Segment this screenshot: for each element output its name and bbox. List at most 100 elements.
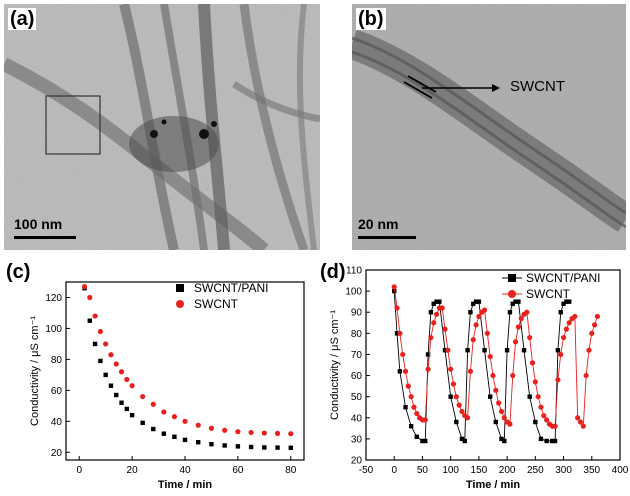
data-point <box>515 324 521 330</box>
data-point <box>521 348 527 353</box>
tem-image-a: (a) 100 nm <box>4 4 320 250</box>
data-point <box>493 419 499 425</box>
data-point <box>532 379 538 385</box>
data-point <box>558 310 563 315</box>
data-point <box>564 299 569 304</box>
data-point <box>129 412 135 418</box>
data-point <box>103 341 109 347</box>
data-point <box>445 347 451 353</box>
y-tick-label: 100 <box>345 287 362 298</box>
data-point <box>541 413 547 419</box>
data-point <box>524 309 530 315</box>
x-tick-label: 20 <box>127 465 139 476</box>
data-point <box>261 430 267 436</box>
data-point <box>544 417 550 423</box>
data-point <box>552 423 558 429</box>
data-point <box>161 431 167 436</box>
data-point <box>394 331 400 336</box>
y-tick-label: 60 <box>351 371 363 382</box>
legend-marker <box>508 290 516 298</box>
data-point <box>533 419 538 425</box>
x-axis-label: Time / min <box>158 479 212 491</box>
data-point <box>510 301 515 306</box>
data-point <box>580 423 586 429</box>
data-point <box>98 358 103 364</box>
y-tick-label: 100 <box>45 324 62 335</box>
data-point <box>420 438 425 444</box>
data-point <box>437 299 442 304</box>
data-point <box>182 418 188 424</box>
data-point <box>487 394 493 399</box>
y-tick-label: 50 <box>351 392 363 403</box>
data-point <box>108 352 114 358</box>
data-point <box>124 406 130 412</box>
data-point <box>408 394 414 400</box>
data-point <box>150 401 156 407</box>
data-point <box>171 414 178 420</box>
data-point <box>586 347 592 353</box>
data-point <box>394 305 400 311</box>
data-point <box>560 334 567 341</box>
data-point <box>108 383 114 388</box>
data-point <box>235 444 241 449</box>
data-point <box>572 313 578 320</box>
data-point <box>462 438 467 444</box>
scale-label-b: 20 nm <box>358 216 399 232</box>
data-point <box>275 445 280 450</box>
data-point <box>470 337 476 343</box>
data-point <box>459 436 465 442</box>
data-point <box>529 360 536 366</box>
data-point <box>414 410 420 417</box>
data-point <box>583 372 589 379</box>
swcnt-annotation: SWCNT <box>510 78 565 95</box>
data-point <box>467 368 474 374</box>
legend-label: SWCNT/PANI <box>194 281 268 295</box>
data-point <box>182 437 188 443</box>
data-point <box>594 313 601 320</box>
data-point <box>97 328 103 335</box>
data-point <box>92 313 98 319</box>
data-point <box>397 330 403 336</box>
chart-d: (d) -50 0 50 100 150 200 250 300 350 400 20 30 40 50 6… <box>320 261 629 491</box>
x-tick-label: 150 <box>471 465 488 476</box>
data-point <box>535 394 541 400</box>
data-point <box>87 294 93 301</box>
y-tick-label: 90 <box>351 308 363 319</box>
data-point <box>248 444 254 450</box>
x-tick-label: 0 <box>391 465 397 476</box>
data-point <box>262 445 267 450</box>
data-point <box>439 305 445 311</box>
data-point <box>448 394 453 399</box>
data-point <box>512 339 519 345</box>
data-point <box>235 429 241 435</box>
y-axis-label: Conductivity / μS cm⁻¹ <box>29 316 41 426</box>
arrow-head-icon <box>492 84 500 92</box>
data-point <box>433 311 440 317</box>
data-point <box>454 419 459 425</box>
data-point <box>119 400 124 405</box>
data-point <box>502 438 507 444</box>
y-tick-label: 70 <box>351 350 363 361</box>
data-point <box>288 431 294 437</box>
data-point <box>397 369 403 374</box>
data-point <box>493 387 499 393</box>
data-point <box>538 404 544 410</box>
data-point <box>431 301 436 306</box>
y-tick-label: 110 <box>346 266 362 277</box>
x-tick-label: 300 <box>555 465 572 476</box>
data-point <box>465 348 470 353</box>
x-tick-label: -50 <box>359 465 374 476</box>
data-point <box>222 427 228 433</box>
data-point <box>456 402 462 408</box>
data-point <box>274 430 281 436</box>
data-point <box>518 315 524 322</box>
data-point <box>473 322 479 328</box>
data-point <box>425 352 431 357</box>
y-tick-label: 20 <box>51 448 63 459</box>
data-point <box>482 348 487 353</box>
data-point <box>442 326 448 332</box>
y-tick-label: 80 <box>351 329 363 340</box>
data-point <box>288 445 293 450</box>
data-point <box>555 377 561 383</box>
plot-frame <box>65 281 305 461</box>
